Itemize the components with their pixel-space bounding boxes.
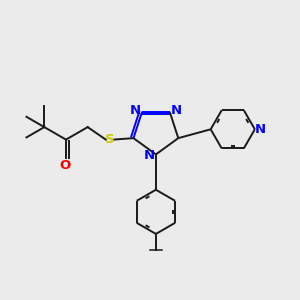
Text: N: N	[171, 104, 182, 117]
Text: N: N	[255, 123, 266, 136]
Text: O: O	[60, 159, 71, 172]
Text: N: N	[130, 104, 141, 117]
Text: N: N	[144, 149, 155, 162]
Text: S: S	[104, 133, 114, 146]
